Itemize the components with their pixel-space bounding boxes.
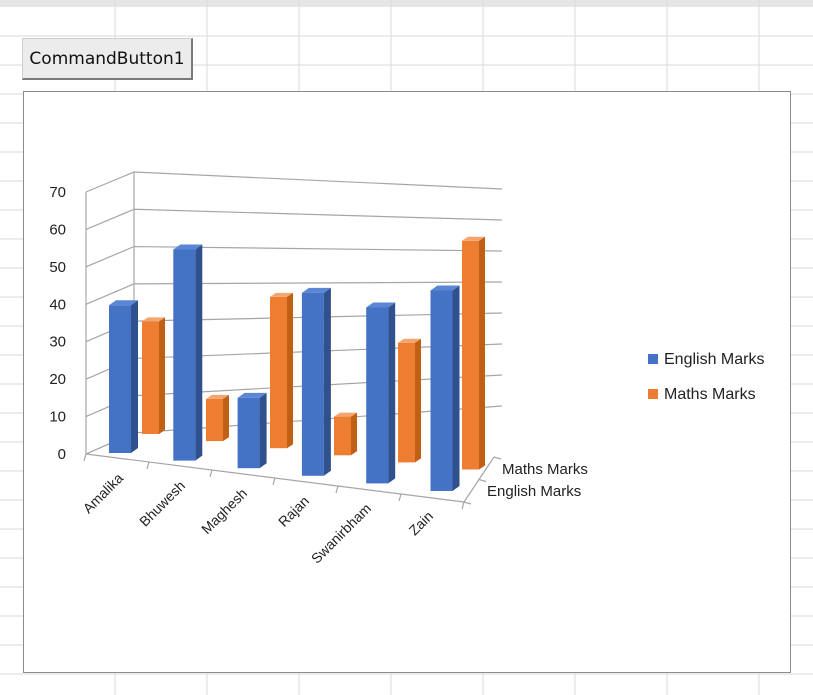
column-header-strip [0, 0, 813, 7]
category-label: Rajan [275, 493, 312, 530]
category-label: Zain [406, 508, 437, 539]
depth-tick [493, 456, 502, 460]
bar-side [287, 292, 293, 449]
bar [334, 412, 357, 456]
category-tick [146, 461, 150, 470]
bar-front [237, 397, 260, 469]
bar [301, 287, 331, 476]
bar-top [206, 394, 229, 399]
bar-side [479, 236, 485, 470]
bar [109, 300, 138, 453]
series-depth-labels: Maths Marks English Marks [487, 461, 588, 500]
gridline [85, 171, 503, 193]
category-tick [209, 469, 213, 478]
bar [430, 285, 460, 491]
bar-top [173, 244, 203, 250]
bars [109, 236, 485, 491]
bar-side [388, 302, 396, 484]
bar-side [323, 287, 331, 476]
bar-side [415, 338, 421, 463]
category-label: Bhuwesh [136, 477, 188, 529]
y-tick-label: 0 [58, 446, 66, 463]
bar-side [131, 300, 138, 453]
y-tick-label: 10 [49, 409, 66, 426]
bar-front [109, 305, 131, 453]
y-tick-label: 40 [49, 296, 66, 313]
bar-side [223, 394, 229, 442]
bar [462, 236, 485, 470]
legend: English Marks Maths Marks [648, 351, 764, 403]
bar-side [452, 285, 460, 491]
bar-front [142, 321, 159, 434]
bar-top [462, 236, 485, 241]
depth-label: Maths Marks [502, 461, 588, 478]
category-tick [335, 485, 339, 494]
bar-front [173, 249, 196, 461]
category-label: Swanirbham [308, 500, 374, 566]
command-button[interactable]: CommandButton1 [22, 38, 193, 80]
bar-front [270, 296, 287, 449]
category-tick [83, 453, 87, 462]
3d-column-chart: 0 10 20 30 40 50 60 70 Amalika Bhuwesh Maghesh Raj… [49, 171, 764, 567]
bar-side [159, 317, 165, 434]
bar-side [195, 244, 203, 461]
bar-top [398, 338, 421, 343]
bar-side [351, 412, 357, 456]
gridline [85, 245, 503, 268]
bar [237, 392, 267, 469]
depth-label: English Marks [487, 483, 581, 500]
bar-top [334, 412, 357, 417]
bar-top [270, 292, 293, 297]
legend-entry: Maths Marks [664, 386, 756, 403]
bar [206, 394, 229, 442]
y-tick-label: 50 [49, 259, 66, 276]
bar-front [398, 342, 415, 463]
bar-top [142, 317, 165, 322]
bar-front [301, 292, 324, 476]
category-tick [398, 493, 402, 502]
bar-top [301, 287, 331, 293]
y-tick-label: 30 [49, 334, 66, 351]
legend-swatch [648, 389, 658, 399]
bar-top [366, 302, 396, 308]
legend-swatch [648, 354, 658, 364]
bar-front [462, 240, 479, 470]
y-axis-tick-labels: 0 10 20 30 40 50 60 70 [49, 184, 66, 463]
y-tick-label: 60 [49, 221, 66, 238]
bar-top [109, 300, 138, 306]
category-tick [272, 477, 276, 486]
bar-front [206, 398, 223, 442]
category-label: Amalika [80, 470, 127, 517]
bar [142, 317, 165, 434]
gridline [85, 281, 503, 305]
depth-tick [478, 478, 487, 483]
bar [398, 338, 421, 463]
chart-area[interactable]: 0 10 20 30 40 50 60 70 Amalika Bhuwesh Maghesh Raj… [23, 91, 791, 673]
bar-front [334, 416, 351, 456]
category-tick [461, 501, 465, 510]
bar [366, 302, 396, 484]
y-tick-label: 20 [49, 371, 66, 388]
bar-top [430, 285, 460, 291]
bar [270, 292, 293, 449]
category-label: Maghesh [198, 485, 250, 537]
legend-entry: English Marks [664, 351, 764, 368]
bar-front [430, 290, 453, 491]
bar [173, 244, 203, 461]
bar-front [366, 307, 389, 484]
gridline [85, 208, 503, 230]
bar-top [237, 392, 267, 398]
bar-side [259, 392, 267, 469]
depth-tick [463, 501, 472, 505]
y-tick-label: 70 [49, 184, 66, 201]
